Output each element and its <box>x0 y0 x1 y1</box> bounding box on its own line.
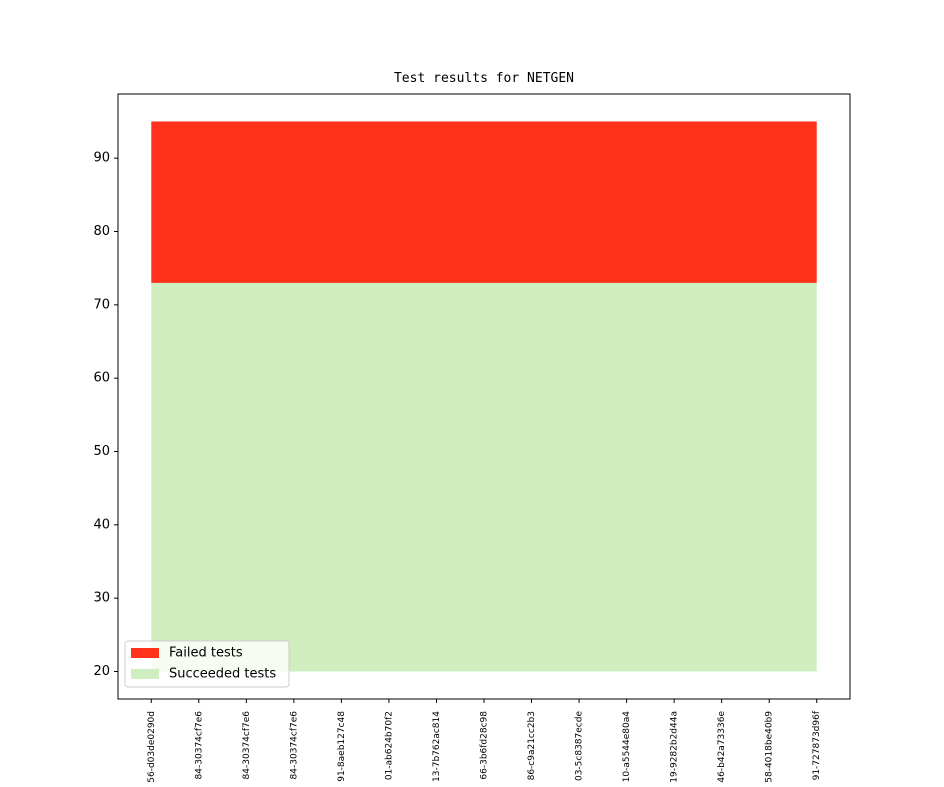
y-tick-label: 20 <box>93 664 110 679</box>
legend-swatch <box>131 648 159 658</box>
x-tick-label: 84-30374cf7e6 <box>242 711 252 780</box>
y-tick-label: 60 <box>93 371 110 386</box>
y-tick-label: 70 <box>93 297 110 312</box>
x-tick-label: 66-3b6fd28c98 <box>480 711 490 780</box>
y-tick-label: 80 <box>93 224 110 239</box>
y-tick-label: 40 <box>93 517 110 532</box>
area <box>151 282 817 672</box>
legend-label: Failed tests <box>169 646 243 661</box>
legend-box <box>124 640 290 688</box>
area <box>151 121 817 283</box>
legend-swatch <box>131 669 159 679</box>
x-tick-label: 58-4018be40b9 <box>765 711 775 783</box>
x-tick-label: 91-8aeb127c48 <box>337 711 347 782</box>
chart-title: Test results for NETGEN <box>394 71 574 86</box>
y-tick-label: 30 <box>93 591 110 606</box>
x-tick-label: 56-d03de0290d <box>147 711 157 783</box>
legend: Failed tests Succeeded tests <box>124 640 290 688</box>
x-tick-label: 01-ab624b70f2 <box>384 711 394 780</box>
x-tick-label: 46-b42a73336e <box>717 711 727 783</box>
x-tick-label: 19-9282b2d44a <box>670 711 680 783</box>
x-tick-label: 10-a5544e80a4 <box>622 711 632 783</box>
y-tick-label: 50 <box>93 444 110 459</box>
x-tick-label: 84-30374cf7e6 <box>289 711 299 780</box>
x-tick-label: 84-30374cf7e6 <box>194 711 204 780</box>
x-tick-label: 86-c9a21cc2b3 <box>527 711 537 780</box>
legend-label: Succeeded tests <box>169 667 276 682</box>
x-tick-label: 91-727873d96f <box>812 710 822 780</box>
x-tick-label: 13-7b762ac814 <box>432 711 442 782</box>
y-tick-label: 90 <box>93 151 110 166</box>
x-tick-label: 03-5c8387ecde <box>575 711 585 781</box>
